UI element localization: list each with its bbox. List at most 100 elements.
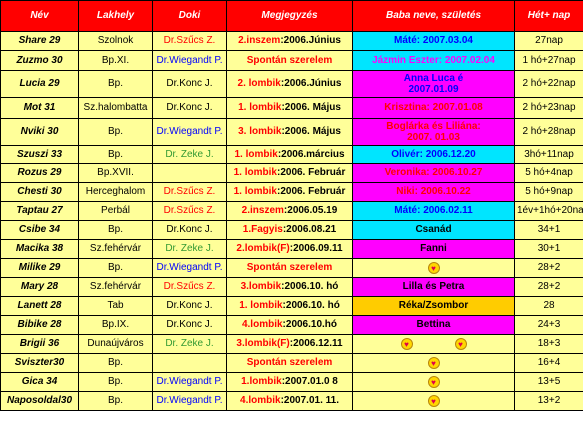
cell-week[interactable]: 28 (514, 296, 583, 316)
cell-note[interactable]: 1.Fagyis:2006.08.21 (226, 220, 353, 240)
header-week[interactable]: Hét+ nap (514, 0, 583, 32)
cell-baby[interactable]: Réka/Zsombor (352, 296, 515, 316)
cell-note[interactable]: Spontán szerelem (226, 258, 353, 278)
cell-baby[interactable]: ♥ (352, 353, 515, 373)
cell-doctor[interactable]: Dr.Szűcs Z. (152, 31, 227, 51)
table-row[interactable]: Mary 28 Sz.fehérvár Dr.Szűcs Z. 3.lombik:20… (0, 277, 583, 297)
cell-week[interactable]: 28+2 (514, 277, 583, 297)
cell-doctor[interactable]: Dr.Wiegandt P. (152, 258, 227, 278)
cell-baby[interactable]: Fanni (352, 239, 515, 259)
cell-note[interactable]: 1. lombik:2006. Február (226, 182, 353, 202)
table-row[interactable]: Gica 34 Bp. Dr.Wiegandt P. 1.lombik:2007.01… (0, 372, 583, 392)
cell-week[interactable]: 28+2 (514, 258, 583, 278)
cell-name[interactable]: Sviszter30 (0, 353, 79, 373)
table-row[interactable]: Macika 38 Sz.fehérvár Dr. Zeke J. 2.lombik(… (0, 239, 583, 259)
cell-name[interactable]: Nviki 30 (0, 118, 79, 146)
cell-note[interactable]: 1. lombik:2006. Február (226, 163, 353, 183)
cell-note[interactable]: 3. lombik:2006. Május (226, 118, 353, 146)
cell-name[interactable]: Mot 31 (0, 97, 79, 119)
cell-baby[interactable]: ♥ (352, 391, 515, 411)
cell-baby[interactable]: Anna Luca é 2007.01.09 (352, 70, 515, 98)
cell-name[interactable]: Mary 28 (0, 277, 79, 297)
cell-name[interactable]: Chesti 30 (0, 182, 79, 202)
cell-baby[interactable]: Csanád (352, 220, 515, 240)
cell-baby[interactable]: ♥ (352, 372, 515, 392)
cell-note[interactable]: 1.lombik:2007.01.0 8 (226, 372, 353, 392)
table-row[interactable]: Zuzmo 30 Bp.XI. Dr.Wiegandt P. Spontán szer… (0, 50, 583, 71)
header-doctor[interactable]: Doki (152, 0, 227, 32)
cell-place[interactable]: Perbál (78, 201, 153, 221)
cell-name[interactable]: Brigii 36 (0, 334, 79, 354)
cell-name[interactable]: Milike 29 (0, 258, 79, 278)
cell-name[interactable]: Lanett 28 (0, 296, 79, 316)
cell-name[interactable]: Zuzmo 30 (0, 50, 79, 71)
cell-week[interactable]: 5 hó+9nap (514, 182, 583, 202)
cell-baby[interactable]: Olivér: 2006.12.20 (352, 145, 515, 164)
cell-week[interactable]: 1év+1hó+20nap (514, 201, 583, 221)
cell-doctor[interactable]: Dr. Zeke J. (152, 145, 227, 164)
cell-note[interactable]: 2. lombik:2006.Június (226, 70, 353, 98)
cell-baby[interactable]: Jázmin Eszter: 2007.02.04 (352, 50, 515, 71)
cell-place[interactable]: Szolnok (78, 31, 153, 51)
cell-week[interactable]: 13+2 (514, 391, 583, 411)
cell-baby[interactable]: Máté: 2007.03.04 (352, 31, 515, 51)
cell-place[interactable]: Sz.fehérvár (78, 277, 153, 297)
header-name[interactable]: Név (0, 0, 79, 32)
cell-note[interactable]: 4.lombik:2006.10.hó (226, 315, 353, 335)
cell-week[interactable]: 16+4 (514, 353, 583, 373)
cell-week[interactable]: 2 hó+28nap (514, 118, 583, 146)
cell-name[interactable]: Lucia 29 (0, 70, 79, 98)
table-row[interactable]: Milike 29 Bp. Dr.Wiegandt P. Spontán szerel… (0, 258, 583, 278)
cell-name[interactable]: Szuszi 33 (0, 145, 79, 164)
cell-doctor[interactable]: Dr.Wiegandt P. (152, 372, 227, 392)
cell-place[interactable]: Sz.fehérvár (78, 239, 153, 259)
cell-baby[interactable]: Lilla és Petra (352, 277, 515, 297)
table-row[interactable]: Bibike 28 Bp.IX. Dr.Konc J. 4.lombik:2006.1… (0, 315, 583, 335)
cell-place[interactable]: Bp.XVII. (78, 163, 153, 183)
cell-place[interactable]: Herceghalom (78, 182, 153, 202)
table-row[interactable]: Csibe 34 Bp. Dr.Konc J. 1.Fagyis:2006.08.21… (0, 220, 583, 240)
cell-place[interactable]: Bp. (78, 145, 153, 164)
cell-week[interactable]: 27nap (514, 31, 583, 51)
cell-note[interactable]: 2.inszem:2006.05.19 (226, 201, 353, 221)
header-place[interactable]: Lakhely (78, 0, 153, 32)
cell-week[interactable]: 1 hó+27nap (514, 50, 583, 71)
cell-note[interactable]: 3.lombik(F):2006.12.11 (226, 334, 353, 354)
cell-doctor[interactable]: Dr.Szűcs Z. (152, 277, 227, 297)
cell-place[interactable]: Bp. (78, 353, 153, 373)
table-row[interactable]: Szuszi 33 Bp. Dr. Zeke J. 1. lombik:2006.má… (0, 145, 583, 164)
cell-note[interactable]: 1. lombik:2006.10. hó (226, 296, 353, 316)
cell-name[interactable]: Gica 34 (0, 372, 79, 392)
cell-baby[interactable]: Máté: 2006.02.11 (352, 201, 515, 221)
table-row[interactable]: Lanett 28 Tab Dr.Konc J. 1. lombik:2006.10.… (0, 296, 583, 316)
cell-doctor[interactable]: Dr. Zeke J. (152, 334, 227, 354)
table-row[interactable]: Share 29 Szolnok Dr.Szűcs Z. 2.inszem:2006.… (0, 31, 583, 51)
cell-note[interactable]: 1. lombik:2006. Május (226, 97, 353, 119)
cell-doctor[interactable]: Dr.Konc J. (152, 315, 227, 335)
cell-note[interactable]: 1. lombik:2006.március (226, 145, 353, 164)
cell-place[interactable]: Bp. (78, 118, 153, 146)
cell-week[interactable]: 2 hó+22nap (514, 70, 583, 98)
cell-baby[interactable]: Bettina (352, 315, 515, 335)
cell-place[interactable]: Tab (78, 296, 153, 316)
cell-doctor[interactable]: Dr.Konc J. (152, 97, 227, 119)
cell-baby[interactable]: ♥ ♥ (352, 334, 515, 354)
cell-note[interactable]: 3.lombik:2006.10. hó (226, 277, 353, 297)
cell-doctor[interactable] (152, 353, 227, 373)
table-row[interactable]: Chesti 30 Herceghalom Dr.Szűcs Z. 1. lombik… (0, 182, 583, 202)
cell-week[interactable]: 5 hó+4nap (514, 163, 583, 183)
cell-name[interactable]: Naposoldal30 (0, 391, 79, 411)
cell-name[interactable]: Csibe 34 (0, 220, 79, 240)
cell-baby[interactable]: Krisztina: 2007.01.08 (352, 97, 515, 119)
cell-doctor[interactable]: Dr.Szűcs Z. (152, 182, 227, 202)
cell-note[interactable]: Spontán szerelem (226, 50, 353, 71)
cell-name[interactable]: Taptau 27 (0, 201, 79, 221)
table-row[interactable]: Naposoldal30 Bp. Dr.Wiegandt P. 4.lombik:20… (0, 391, 583, 411)
cell-place[interactable]: Bp.IX. (78, 315, 153, 335)
cell-baby[interactable]: Veronika: 2006.10.27 (352, 163, 515, 183)
table-row[interactable]: Sviszter30 Bp. Spontán szerelem ♥ 16+4 (0, 353, 583, 373)
cell-doctor[interactable]: Dr.Konc J. (152, 220, 227, 240)
cell-name[interactable]: Share 29 (0, 31, 79, 51)
cell-doctor[interactable]: Dr.Szűcs Z. (152, 201, 227, 221)
cell-note[interactable]: 2.lombik(F):2006.09.11 (226, 239, 353, 259)
